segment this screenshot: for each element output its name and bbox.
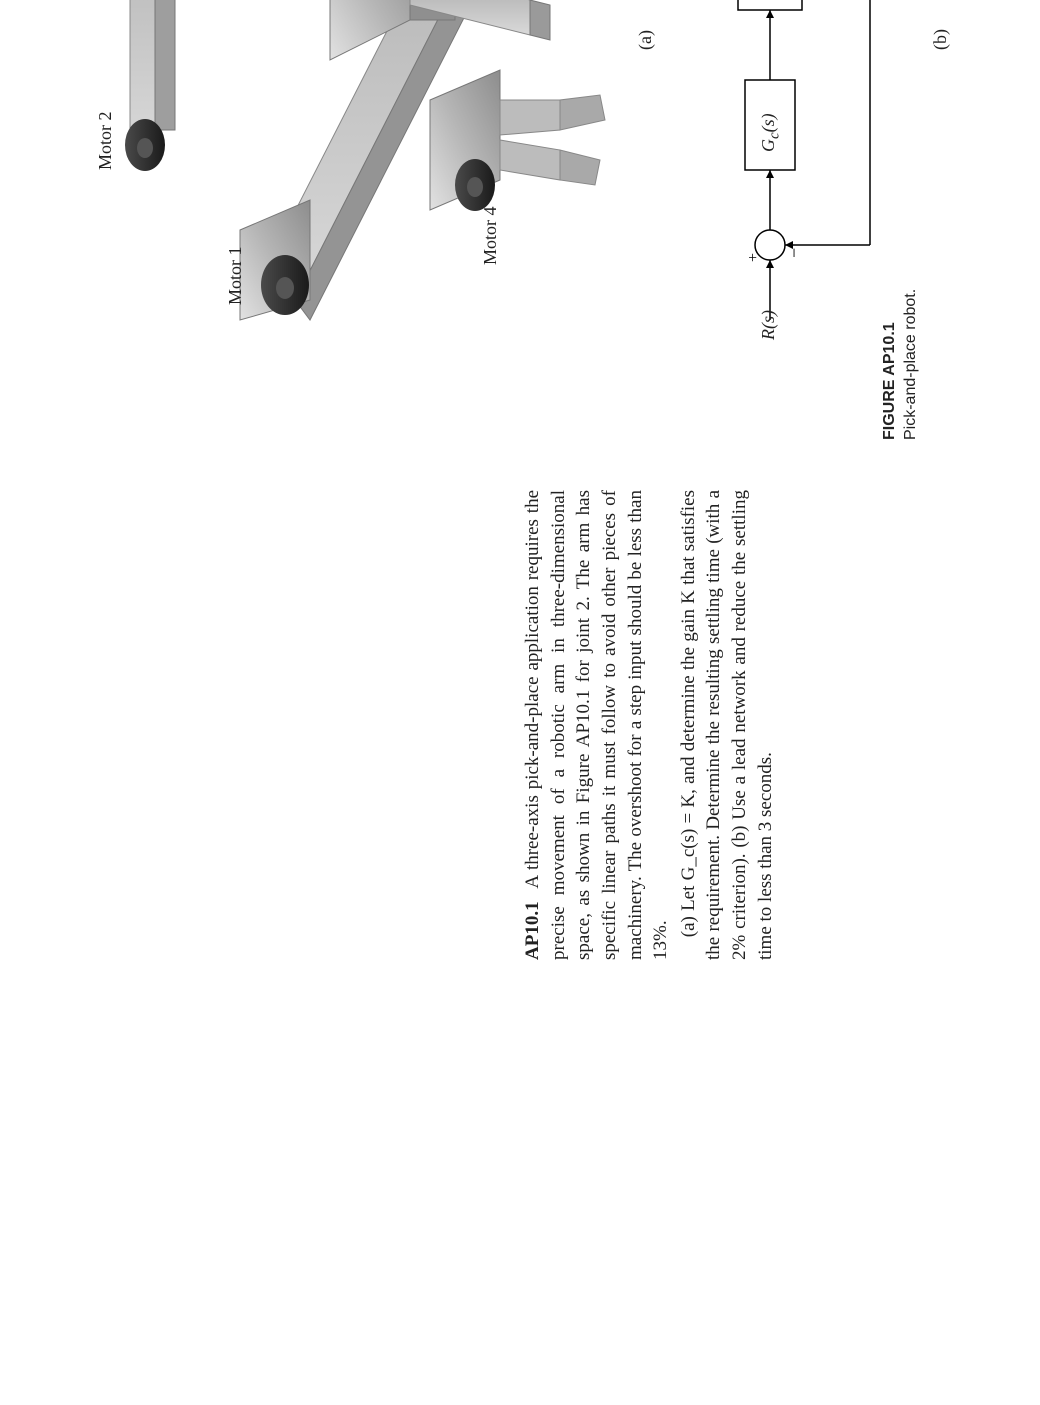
figure-area: Motor 1 Motor 2 Motor 3 Motor 4 (a) + − <box>60 0 1010 400</box>
svg-text:+: + <box>745 253 762 262</box>
problem-body: A three-axis pick-and-place application … <box>522 490 671 960</box>
bd-controller: Gc(s) <box>758 113 784 152</box>
subfig-a-label: (a) <box>635 30 656 50</box>
problem-text: AP10.1 A three-axis pick-and-place appli… <box>520 490 778 960</box>
motor2-label: Motor 2 <box>95 112 116 171</box>
bd-input: R(s) <box>758 310 779 340</box>
figure-caption-body: Pick-and-place robot. <box>901 240 922 440</box>
motor4-label: Motor 4 <box>480 207 501 266</box>
problem-parts: (a) Let G_c(s) = K, and determine the ga… <box>678 490 776 960</box>
motor1-label: Motor 1 <box>225 247 246 306</box>
robot-illustration <box>60 0 620 400</box>
problem-label: AP10.1 <box>522 901 543 960</box>
subfig-b-label: (b) <box>930 29 951 50</box>
svg-text:−: − <box>784 248 804 258</box>
figure-caption: FIGURE AP10.1 Pick-and-place robot. <box>880 240 922 440</box>
figure-caption-title: FIGURE AP10.1 <box>880 240 901 440</box>
